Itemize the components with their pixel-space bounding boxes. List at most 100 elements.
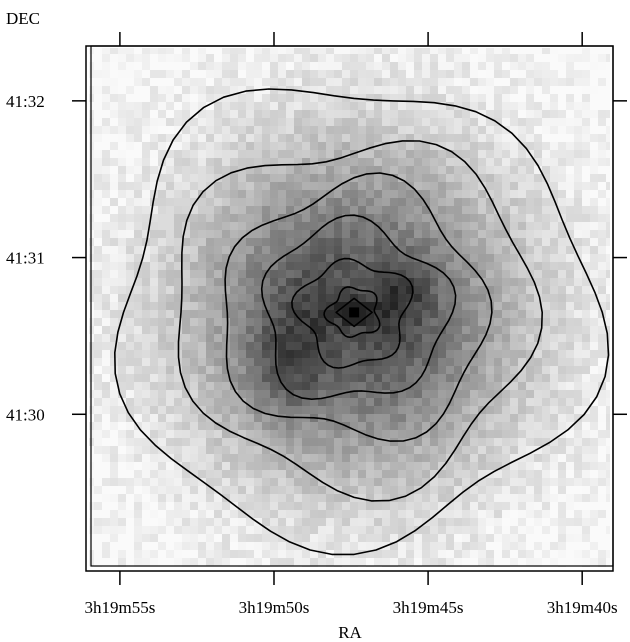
map-pixel (398, 70, 407, 79)
map-pixel (182, 470, 191, 479)
map-pixel (606, 190, 610, 199)
map-pixel (294, 182, 303, 191)
map-pixel (470, 478, 479, 487)
map-pixel (94, 62, 103, 71)
map-pixel (102, 302, 111, 311)
map-pixel (390, 310, 399, 319)
map-pixel (350, 118, 359, 127)
map-pixel (286, 470, 295, 479)
map-pixel (198, 326, 207, 335)
map-pixel (550, 54, 559, 63)
map-pixel (294, 406, 303, 415)
map-pixel (198, 374, 207, 383)
map-pixel (590, 214, 599, 223)
map-pixel (374, 286, 383, 295)
map-pixel (438, 78, 447, 87)
map-pixel (278, 518, 287, 527)
map-pixel (302, 166, 311, 175)
map-pixel (478, 70, 487, 79)
map-pixel (518, 78, 527, 87)
map-pixel (310, 462, 319, 471)
map-pixel (550, 342, 559, 351)
map-pixel (214, 262, 223, 271)
map-pixel (398, 174, 407, 183)
map-pixel (382, 270, 391, 279)
map-pixel (390, 190, 399, 199)
map-pixel (358, 438, 367, 447)
map-pixel (246, 438, 255, 447)
map-pixel (254, 446, 263, 455)
map-pixel (254, 510, 263, 519)
map-pixel (510, 126, 519, 135)
contour-line (260, 214, 457, 400)
map-pixel (358, 366, 367, 375)
map-pixel (350, 158, 359, 167)
map-pixel (446, 94, 455, 103)
map-pixel (382, 302, 391, 311)
map-pixel (278, 318, 287, 327)
map-pixel (390, 350, 399, 359)
map-pixel (406, 558, 415, 567)
map-pixel (102, 438, 111, 447)
map-pixel (166, 222, 175, 231)
map-pixel (526, 126, 535, 135)
map-pixel (166, 486, 175, 495)
map-pixel (430, 542, 439, 551)
map-pixel (166, 134, 175, 143)
map-pixel (542, 262, 551, 271)
map-pixel (102, 550, 111, 559)
map-pixel (566, 262, 575, 271)
map-pixel (494, 454, 503, 463)
map-pixel (118, 510, 127, 519)
map-pixel (598, 326, 607, 335)
map-pixel (326, 270, 335, 279)
map-pixel (470, 542, 479, 551)
map-pixel (542, 70, 551, 79)
map-pixel (206, 286, 215, 295)
map-pixel (230, 486, 239, 495)
map-pixel (406, 438, 415, 447)
map-pixel (558, 494, 567, 503)
map-pixel (526, 310, 535, 319)
map-pixel (94, 230, 103, 239)
map-pixel (606, 518, 610, 527)
map-pixel (382, 254, 391, 263)
map-pixel (358, 326, 367, 335)
map-pixel (598, 48, 607, 55)
map-pixel (270, 502, 279, 511)
map-pixel (590, 150, 599, 159)
map-pixel (222, 78, 231, 87)
map-pixel (126, 126, 135, 135)
map-pixel (222, 398, 231, 407)
map-pixel (126, 302, 135, 311)
map-pixel (206, 542, 215, 551)
map-pixel (518, 70, 527, 79)
map-pixel (318, 54, 327, 63)
map-pixel (254, 222, 263, 231)
map-pixel (238, 550, 247, 559)
map-pixel (446, 230, 455, 239)
map-pixel (470, 550, 479, 559)
map-pixel (566, 278, 575, 287)
map-pixel (398, 326, 407, 335)
map-pixel (254, 358, 263, 367)
map-pixel (326, 150, 335, 159)
map-pixel (470, 142, 479, 151)
map-pixel (134, 334, 143, 343)
map-pixel (238, 182, 247, 191)
map-pixel (446, 62, 455, 71)
map-pixel (110, 334, 119, 343)
map-pixel (238, 462, 247, 471)
map-pixel (558, 118, 567, 127)
map-pixel (406, 222, 415, 231)
map-pixel (166, 190, 175, 199)
map-pixel (230, 198, 239, 207)
map-pixel (374, 54, 383, 63)
map-pixel (230, 246, 239, 255)
map-pixel (89, 430, 95, 439)
map-pixel (150, 422, 159, 431)
map-pixel (374, 326, 383, 335)
map-pixel (214, 190, 223, 199)
map-pixel (534, 134, 543, 143)
map-pixel (294, 238, 303, 247)
